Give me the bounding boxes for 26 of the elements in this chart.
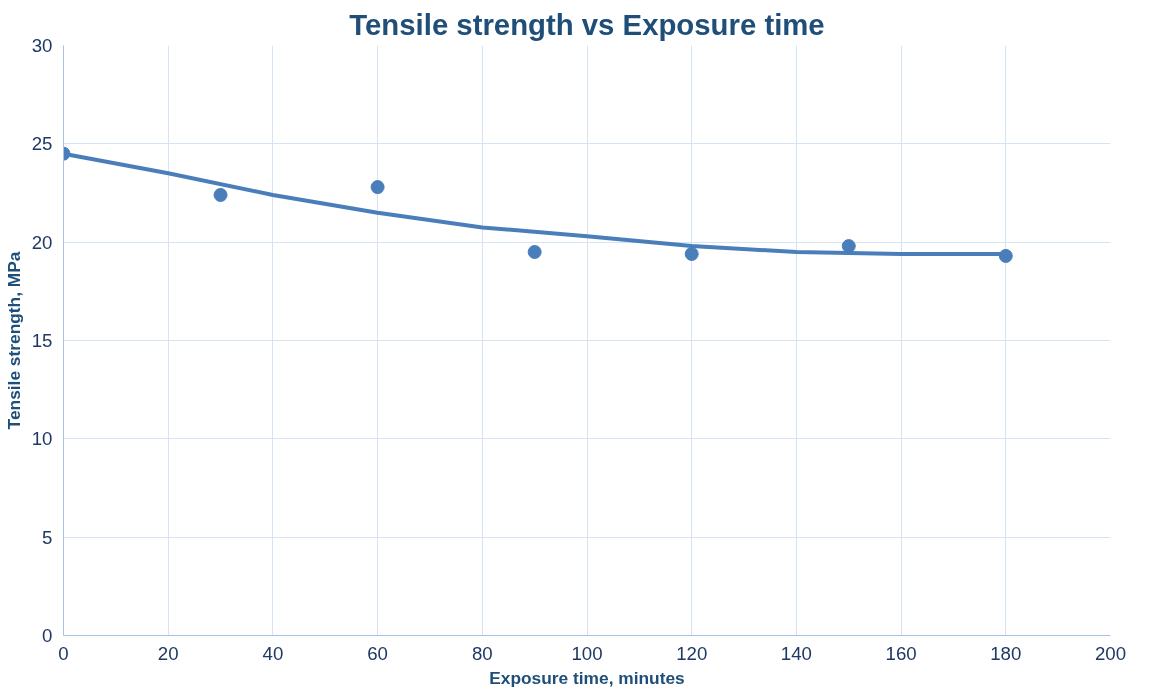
x-tick-label: 120: [676, 642, 708, 664]
x-tick-label: 20: [157, 642, 179, 664]
point: [370, 180, 385, 195]
x-tick-label: 180: [990, 642, 1022, 664]
x-axis-title: Exposure time, minutes: [489, 667, 685, 688]
x-tick-label: 80: [471, 642, 493, 664]
y-tick-label: 25: [31, 133, 53, 155]
x-tick-label: 140: [780, 642, 812, 664]
point: [213, 187, 228, 202]
point: [841, 239, 856, 254]
x-tick-label: 200: [1094, 642, 1127, 664]
x-tick-label: 160: [885, 642, 917, 664]
x-tick-label: 40: [262, 642, 284, 664]
x-tick-label: 0: [58, 642, 69, 664]
x-tick-label: 100: [571, 642, 603, 664]
y-tick-label: 5: [42, 526, 53, 548]
y-tick-label: 10: [31, 428, 53, 450]
y-tick-label: 0: [42, 625, 53, 646]
point: [527, 245, 542, 259]
point: [684, 246, 699, 261]
y-tick-label: 15: [31, 330, 53, 351]
x-tick-label: 60: [367, 642, 388, 664]
y-tick-label: 20: [31, 231, 53, 253]
y-tick-label: 30: [31, 35, 53, 56]
chart-title: Tensile strength vs Exposure time: [349, 7, 825, 41]
y-axis-title: Tensile strength, MPa: [3, 251, 24, 430]
